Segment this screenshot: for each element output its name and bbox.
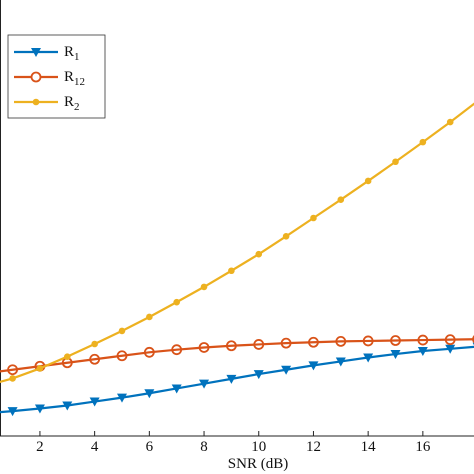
marker <box>63 353 71 360</box>
marker <box>62 401 73 411</box>
marker <box>308 361 319 371</box>
legend-label: R2 <box>64 94 80 113</box>
marker <box>146 313 153 321</box>
x-tick-label: 2 <box>36 439 44 455</box>
marker <box>116 350 128 362</box>
series-line <box>0 102 474 383</box>
marker <box>198 342 210 353</box>
x-tick-label: 16 <box>415 439 431 455</box>
legend-label: R1 <box>64 44 80 63</box>
marker <box>390 335 401 346</box>
marker <box>89 397 100 407</box>
marker <box>118 327 126 335</box>
legend-label: R12 <box>64 69 85 88</box>
legend-marker <box>30 71 42 83</box>
marker <box>445 344 456 354</box>
marker <box>9 375 16 382</box>
marker <box>419 138 427 146</box>
marker <box>143 346 155 358</box>
marker <box>173 298 180 306</box>
marker <box>280 337 292 349</box>
x-tick-label: 4 <box>91 439 99 455</box>
marker <box>253 339 265 350</box>
x-tick-label: 8 <box>200 439 208 455</box>
marker <box>116 393 127 403</box>
marker <box>199 379 210 389</box>
marker <box>89 353 101 365</box>
legend-marker <box>31 48 41 57</box>
x-tick-label: 6 <box>146 439 154 455</box>
marker <box>36 365 44 372</box>
marker <box>282 233 290 240</box>
marker <box>337 196 345 203</box>
x-tick-label: 14 <box>361 439 377 455</box>
marker <box>7 407 18 417</box>
marker <box>472 335 474 344</box>
marker <box>310 214 317 222</box>
marker <box>390 350 401 360</box>
marker <box>392 158 399 166</box>
marker <box>335 357 346 367</box>
series-line <box>0 338 474 373</box>
marker <box>200 283 208 291</box>
marker <box>417 346 428 356</box>
marker <box>281 365 292 375</box>
marker <box>444 334 456 346</box>
marker <box>255 250 263 258</box>
marker <box>417 334 429 346</box>
marker <box>225 340 237 352</box>
legend-marker <box>32 98 40 106</box>
x-tick-label: 12 <box>306 439 321 455</box>
marker <box>363 353 374 363</box>
marker <box>34 404 45 414</box>
marker <box>171 344 183 356</box>
marker <box>144 389 155 399</box>
marker <box>253 370 264 380</box>
plot-area <box>0 102 474 417</box>
marker <box>91 340 98 348</box>
marker <box>171 384 182 394</box>
marker <box>446 118 454 126</box>
marker <box>362 335 374 347</box>
marker <box>364 177 372 185</box>
x-axis-label: SNR (dB) <box>228 456 288 472</box>
marker <box>226 374 237 384</box>
marker <box>228 267 235 275</box>
marker <box>7 364 18 376</box>
marker <box>335 335 347 347</box>
x-tick-label: 10 <box>251 439 266 455</box>
marker <box>308 336 319 348</box>
